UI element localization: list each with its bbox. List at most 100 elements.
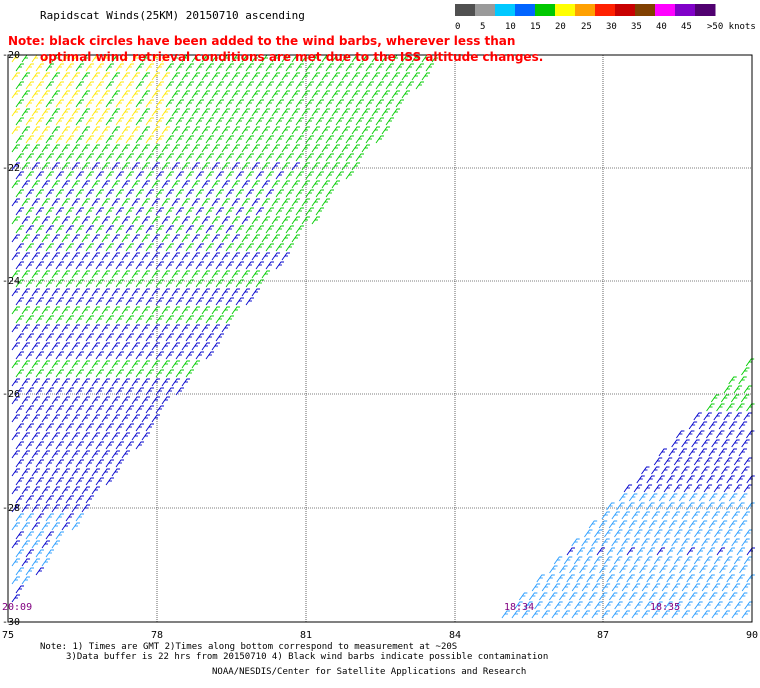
wind-barb [541, 610, 550, 619]
wind-barb [355, 63, 364, 72]
wind-barb [141, 324, 150, 333]
wind-barb [101, 144, 110, 153]
wind-barb [105, 297, 114, 306]
wind-barb [215, 135, 224, 144]
wind-barb [21, 468, 30, 477]
wind-barb [205, 333, 214, 342]
wind-barb [15, 81, 24, 90]
wind-barb [311, 216, 320, 225]
footer-note-line-2: 3)Data buffer is 22 hrs from 20150710 4)… [66, 652, 549, 662]
wind-barb [15, 243, 24, 252]
wind-barb [91, 324, 100, 333]
wind-barb [215, 207, 224, 216]
wind-barb [736, 403, 745, 412]
wind-barb [111, 108, 120, 117]
longitude-label: 84 [449, 630, 461, 641]
wind-barb [341, 144, 350, 153]
wind-barb [201, 108, 210, 117]
wind-barb [666, 547, 675, 556]
scale-label: 10 [505, 22, 516, 32]
wind-barb [81, 432, 90, 441]
wind-barb [696, 502, 705, 511]
wind-barb [351, 72, 360, 81]
wind-barb [231, 252, 240, 261]
wind-barb [85, 225, 94, 234]
wind-barb [151, 378, 160, 387]
wind-barb [743, 385, 753, 394]
wind-barb [165, 153, 174, 162]
wind-barb [211, 162, 220, 171]
wind-barb [151, 324, 160, 333]
wind-barb [201, 306, 210, 315]
wind-barb [563, 556, 573, 565]
wind-barb [275, 243, 284, 252]
wind-barb [275, 261, 284, 270]
wind-barb [21, 432, 30, 441]
footer-note-line-1: Note: 1) Times are GMT 2)Times along bot… [40, 642, 458, 652]
wind-barb [566, 547, 575, 556]
scale-swatch [575, 4, 596, 16]
wind-barb [75, 495, 84, 504]
wind-barb [171, 306, 180, 315]
wind-barb [185, 351, 194, 360]
wind-barb [311, 180, 320, 189]
wind-barb [696, 574, 705, 583]
wind-barb [105, 423, 114, 432]
wind-barb [331, 90, 340, 99]
wind-barb [55, 477, 64, 486]
wind-barb [225, 279, 234, 288]
wind-barb [121, 378, 130, 387]
wind-barb [111, 450, 120, 459]
wind-barb [125, 63, 134, 72]
wind-barb [181, 72, 190, 81]
wind-barb [155, 189, 164, 198]
wind-barb [195, 135, 204, 144]
wind-barb [71, 522, 80, 531]
wind-barb [325, 153, 334, 162]
wind-barb [21, 306, 30, 315]
wind-barb [61, 198, 70, 207]
wind-barb [245, 207, 254, 216]
wind-barb [45, 153, 54, 162]
wind-barb [71, 324, 80, 333]
wind-barb [131, 90, 140, 99]
wind-barb [716, 475, 725, 484]
wind-barb [205, 243, 214, 252]
wind-barb [171, 288, 180, 297]
wind-barb [51, 144, 60, 153]
wind-barb [31, 108, 40, 117]
wind-barb [225, 315, 234, 324]
wind-barb [656, 547, 665, 556]
wind-barb [221, 90, 230, 99]
wind-barb [25, 297, 34, 306]
wind-barb [15, 261, 24, 270]
wind-barb [651, 610, 660, 619]
wind-barb [211, 324, 220, 333]
wind-barb [101, 126, 110, 135]
wind-barb [91, 216, 100, 225]
wind-barb [225, 171, 234, 180]
wind-barb [361, 126, 370, 135]
wind-barb [45, 261, 54, 270]
wind-barb [285, 153, 294, 162]
wind-barb [335, 63, 344, 72]
wind-barb [245, 81, 254, 90]
wind-barb [71, 486, 80, 495]
wind-barb [35, 207, 44, 216]
wind-barb [683, 556, 693, 565]
wind-barb [361, 108, 370, 117]
wind-barb [145, 279, 154, 288]
wind-barb [683, 484, 693, 493]
wind-barb [245, 117, 254, 126]
wind-barb [511, 610, 520, 619]
wind-barb [61, 270, 70, 279]
wind-barb [141, 270, 150, 279]
wind-barb [105, 459, 114, 468]
wind-barb [643, 484, 653, 493]
wind-barb [718, 448, 727, 457]
wind-barb [251, 126, 260, 135]
wind-barb [205, 153, 214, 162]
wind-barb [599, 592, 608, 601]
wind-barb [55, 135, 64, 144]
wind-barb [733, 412, 742, 421]
